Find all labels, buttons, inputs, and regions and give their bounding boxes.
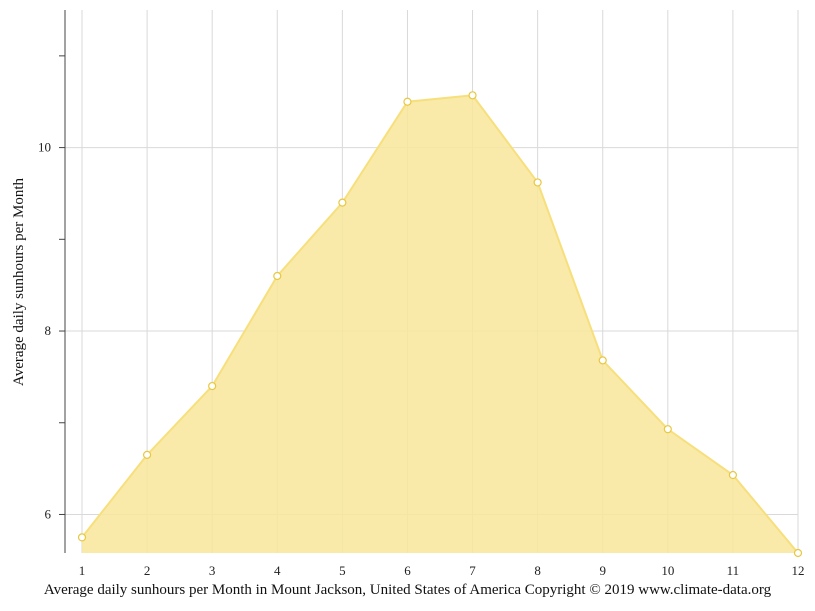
x-tick-label: 11 xyxy=(727,563,740,578)
x-tick-label: 1 xyxy=(79,563,86,578)
data-markers xyxy=(77,91,803,558)
x-tick-label: 6 xyxy=(404,563,411,578)
y-tick-label: 10 xyxy=(38,140,51,155)
x-tick-label: 3 xyxy=(209,563,216,578)
data-point xyxy=(403,97,412,106)
y-tick-label: 6 xyxy=(45,506,52,521)
data-point xyxy=(77,533,87,542)
x-tick-label: 7 xyxy=(469,563,476,578)
data-point xyxy=(142,450,152,459)
data-point xyxy=(728,470,738,480)
x-tick-label: 12 xyxy=(792,563,805,578)
y-tick-label: 8 xyxy=(45,323,52,338)
y-axis-label: Average daily sunhours per Month xyxy=(11,178,27,387)
chart-caption: Average daily sunhours per Month in Moun… xyxy=(43,582,772,598)
data-point xyxy=(663,425,672,434)
data-point xyxy=(598,356,607,365)
data-point xyxy=(208,381,217,391)
x-tick-label: 2 xyxy=(144,563,151,578)
x-tick-label: 4 xyxy=(274,563,281,578)
area-line xyxy=(81,94,799,554)
plot-area xyxy=(81,94,799,554)
x-tick-label: 9 xyxy=(599,563,606,578)
data-point xyxy=(533,178,542,187)
x-tick-label: 10 xyxy=(661,563,674,578)
x-tick-label: 8 xyxy=(534,563,541,578)
data-point xyxy=(273,271,282,281)
data-point xyxy=(793,548,803,558)
x-tick-label: 5 xyxy=(339,563,346,578)
axes xyxy=(59,10,66,553)
data-point xyxy=(468,91,477,100)
area-fill xyxy=(82,95,798,553)
data-point xyxy=(338,198,347,207)
